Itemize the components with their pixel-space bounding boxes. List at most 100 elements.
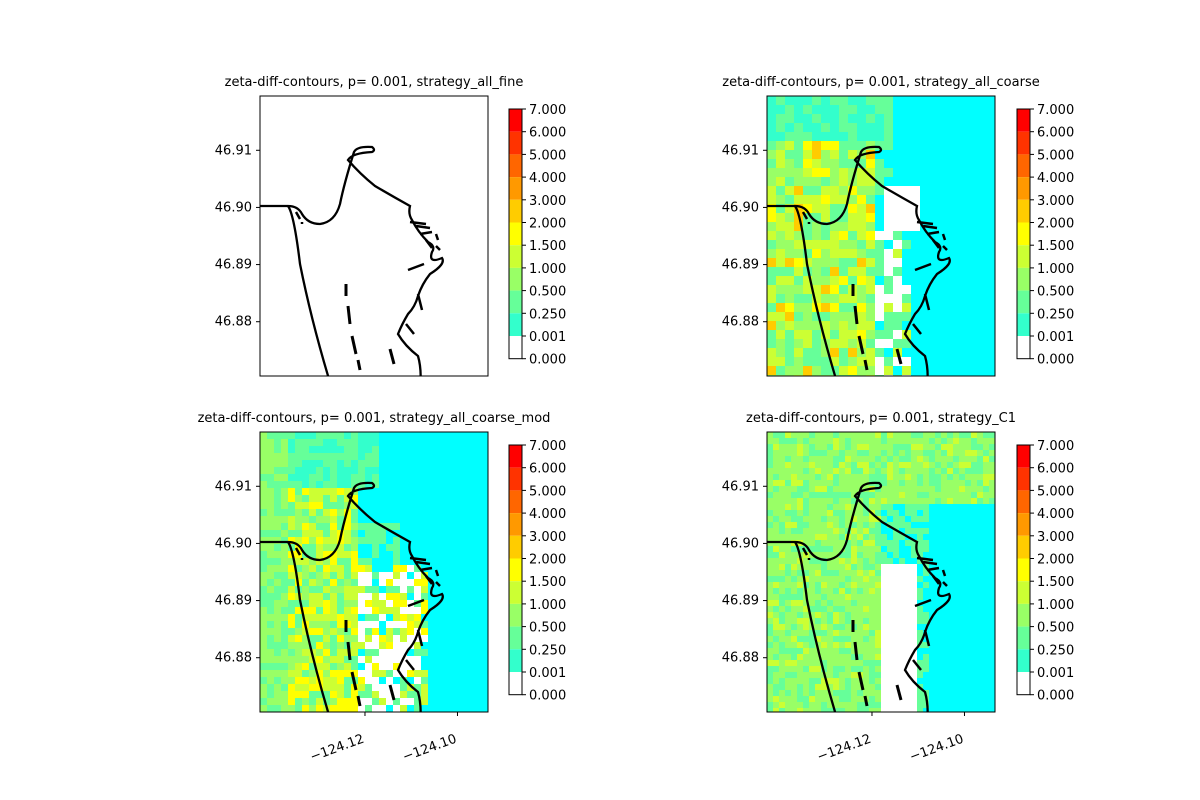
field-cell [881, 450, 887, 456]
field-cell [767, 690, 773, 696]
field-cell [797, 438, 803, 444]
field-cell [351, 474, 358, 481]
field-cell [875, 339, 884, 348]
field-cell [323, 628, 330, 635]
field-cell [779, 486, 785, 492]
field-cell [866, 231, 875, 240]
field-cell [414, 607, 421, 614]
colorbar-label: 7.000 [529, 103, 566, 118]
field-cell [839, 276, 848, 285]
field-cell [839, 612, 845, 618]
field-cell [863, 462, 869, 468]
field-cell [803, 438, 809, 444]
field-cell [358, 474, 365, 481]
field-cell [407, 635, 414, 642]
colorbar-segment [1017, 672, 1030, 695]
field-cell [767, 267, 776, 276]
field-cell [884, 249, 893, 258]
field-cell [316, 530, 323, 537]
field-cell [358, 600, 365, 607]
field-cell [875, 666, 881, 672]
field-cell [881, 648, 887, 654]
field-cell [330, 495, 337, 502]
field-cell [267, 691, 274, 698]
field-cell [923, 666, 929, 672]
field-cell [421, 691, 428, 698]
field-cell [983, 444, 989, 450]
field-cell [791, 444, 797, 450]
field-cell [839, 249, 848, 258]
field-cell [857, 612, 863, 618]
field-cell [803, 450, 809, 456]
field-cell [905, 438, 911, 444]
field-cell [866, 321, 875, 330]
field-cell [779, 450, 785, 456]
field-cell [316, 481, 323, 488]
field-cell [767, 546, 773, 552]
field-cell [351, 607, 358, 614]
field-cell [923, 528, 929, 534]
field-cell [797, 678, 803, 684]
field-cell [884, 276, 893, 285]
field-cell [833, 498, 839, 504]
field-cell [827, 462, 833, 468]
field-cell [288, 600, 295, 607]
field-cell [833, 552, 839, 558]
field-cell [351, 691, 358, 698]
field-cell [941, 498, 947, 504]
field-cell [351, 439, 358, 446]
field-cell [833, 528, 839, 534]
field-cell [815, 606, 821, 612]
field-cell [281, 502, 288, 509]
field-cell [785, 522, 791, 528]
field-cell [923, 540, 929, 546]
field-cell [309, 565, 316, 572]
colorbar-label: 3.000 [529, 530, 566, 545]
field-cell [337, 635, 344, 642]
field-cell [767, 630, 773, 636]
field-cell [815, 462, 821, 468]
field-cell [917, 594, 923, 600]
field-cell [309, 509, 316, 516]
field-cell [260, 488, 267, 495]
field-cell [260, 565, 267, 572]
x-tick-label: −124.12 [815, 732, 873, 765]
field-cell [827, 666, 833, 672]
field-cell [833, 618, 839, 624]
field-cell [785, 612, 791, 618]
field-cell [260, 600, 267, 607]
field-cell [309, 530, 316, 537]
field-cell [941, 444, 947, 450]
y-tick-label: 46.90 [722, 200, 759, 215]
field-cell [281, 509, 288, 516]
field-cell [899, 660, 905, 666]
field-cell [803, 321, 812, 330]
field-cell [827, 582, 833, 588]
field-cell [379, 607, 386, 614]
field-cell [857, 321, 866, 330]
field-cell [400, 593, 407, 600]
field-cell [839, 462, 845, 468]
field-cell [785, 510, 791, 516]
field-cell [365, 579, 372, 586]
field-cell [260, 509, 267, 516]
field-cell [785, 576, 791, 582]
field-cell [905, 432, 911, 438]
field-cell [893, 648, 899, 654]
field-cell [875, 636, 881, 642]
field-cell [887, 660, 893, 666]
field-cell [875, 588, 881, 594]
field-cell [869, 702, 875, 708]
field-cell [989, 474, 995, 480]
field-cell [887, 564, 893, 570]
field-cell [797, 684, 803, 690]
field-cell [947, 432, 953, 438]
field-cell [260, 614, 267, 621]
field-cell [809, 660, 815, 666]
field-cell [351, 516, 358, 523]
field-cell [902, 222, 911, 231]
field-cell [833, 660, 839, 666]
field-cell [323, 677, 330, 684]
field-cell [977, 486, 983, 492]
field-cell [839, 480, 845, 486]
